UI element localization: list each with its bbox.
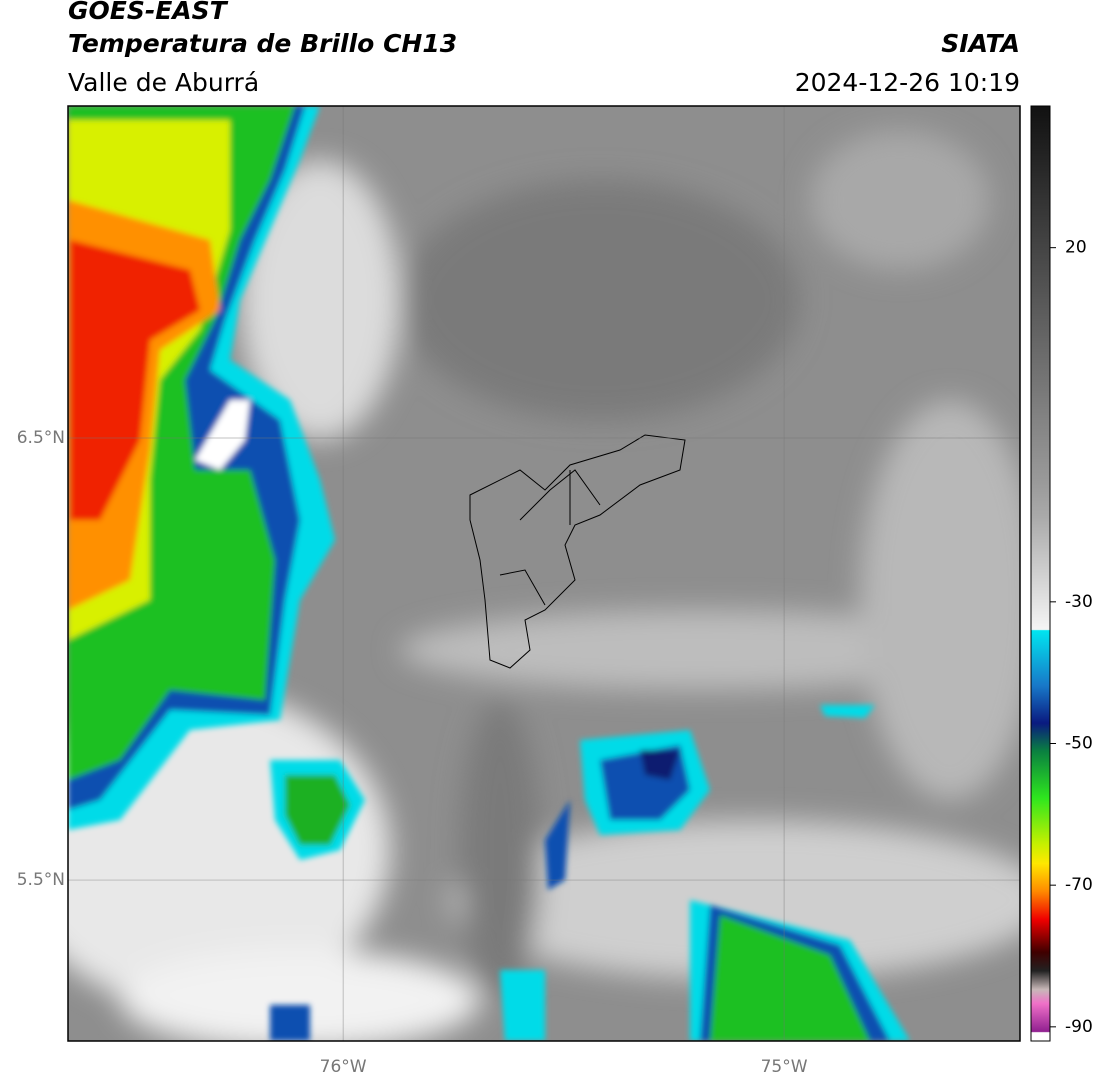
satellite-image <box>68 106 1020 1041</box>
lat-label: 5.5°N <box>17 870 65 890</box>
graticule <box>68 106 1020 1041</box>
colorbar-label: -30 <box>1065 592 1093 612</box>
valley-boundary <box>469 434 686 669</box>
colorbar <box>1030 105 1051 1042</box>
region: Valle de Aburrá <box>68 68 259 97</box>
lon-label: 75°W <box>761 1057 808 1077</box>
colorbar-label: -50 <box>1065 734 1093 754</box>
colorbar-label: -70 <box>1065 875 1093 895</box>
timestamp: 2024-12-26 10:19 <box>795 68 1020 97</box>
lon-label: 76°W <box>320 1057 367 1077</box>
colorbar-label: -90 <box>1065 1017 1093 1037</box>
map-frame <box>67 105 1021 1042</box>
colorbar-label: 20 <box>1065 238 1087 258</box>
source: SIATA <box>941 29 1020 58</box>
lat-label: 6.5°N <box>17 428 65 448</box>
title: GOES-EAST <box>68 0 229 25</box>
subtitle: Temperatura de Brillo CH13 <box>68 29 457 58</box>
